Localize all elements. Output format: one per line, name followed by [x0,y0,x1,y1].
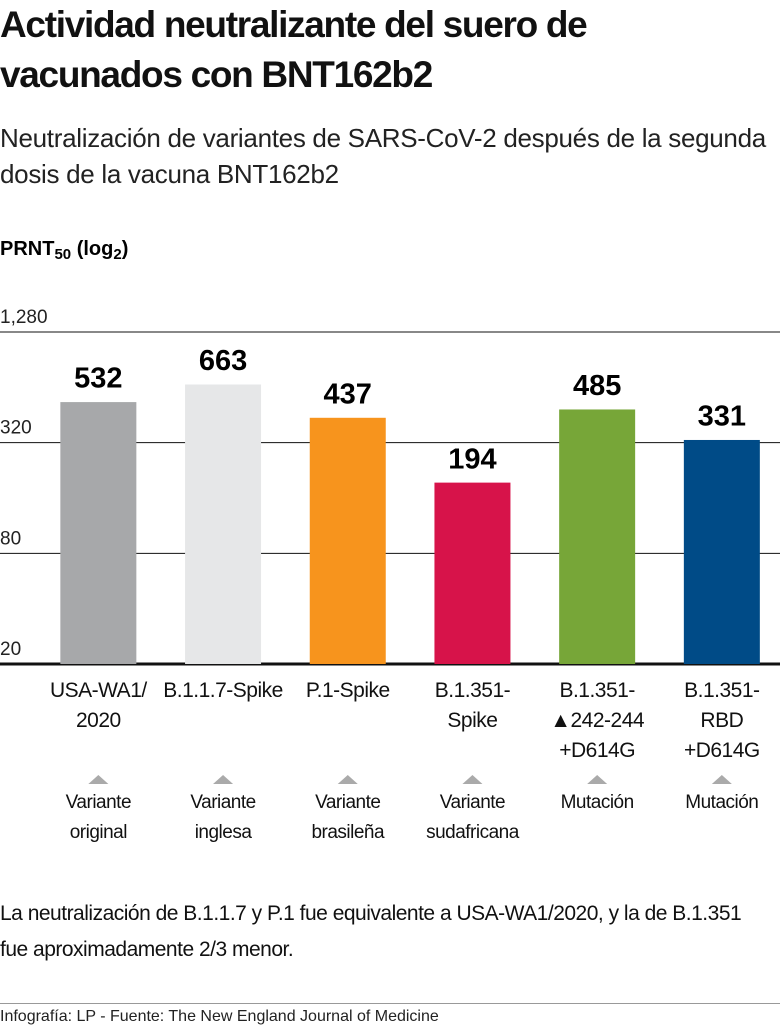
category-note: Variante inglesa [190,792,256,843]
value-label: 663 [199,345,247,377]
category-note: Mutación [685,792,759,813]
note-triangle [587,775,608,784]
bar [559,409,636,664]
x-tick-label: B.1.351- ▲242-244 +D614G [550,679,645,762]
x-tick-label: P.1-Spike [305,679,390,702]
y-tick-label: 80 [0,528,21,549]
y-tick-label: 20 [0,639,21,660]
note: La neutralización de B.1.1.7 y P.1 fue e… [0,902,742,961]
note-triangle [213,775,234,784]
bar [309,417,386,664]
category-note: Mutación [560,792,635,813]
y-axis-label: PRNT50 (log2) [0,238,128,263]
subtitle: Neutralización de variantes de SARS-CoV-… [0,123,766,189]
note-triangle [462,775,483,784]
value-label: 437 [324,378,372,410]
category-note: Variante brasileña [311,792,385,843]
y-axis-label-part: ) [122,238,129,260]
category-note: Variante original [65,792,132,843]
bar [434,482,511,664]
value-label: 194 [448,443,496,475]
y-axis-label-sub: 2 [113,246,121,263]
note-triangle [88,775,109,784]
value-label: 331 [698,401,746,433]
x-tick-label: B.1.351- RBD +D614G [683,679,760,762]
y-axis-label-part: PRNT [0,238,54,260]
bar [683,439,760,664]
x-tick-label: B.1.351-Spike [434,679,511,732]
y-axis-label-part: (log [71,238,113,260]
value-label: 532 [74,363,122,395]
source: Infografía: LP - Fuente: The New England… [0,1008,439,1025]
bar [185,384,262,664]
bar [60,402,137,664]
title: Actividad neutralizante del suero de vac… [0,4,588,95]
note-triangle [711,775,732,784]
note-triangle [337,775,358,784]
y-tick-label: 1,280 [0,307,48,328]
category-note: Variante sudafricana [426,792,519,843]
divider [0,1003,780,1004]
y-tick-label: 320 [0,418,32,439]
y-axis-label-sub: 50 [54,246,71,263]
x-tick-label: B.1.1.7-Spike [163,679,283,702]
x-tick-label: USA-WA1/ 2020 [49,679,147,732]
value-label: 485 [573,370,621,402]
